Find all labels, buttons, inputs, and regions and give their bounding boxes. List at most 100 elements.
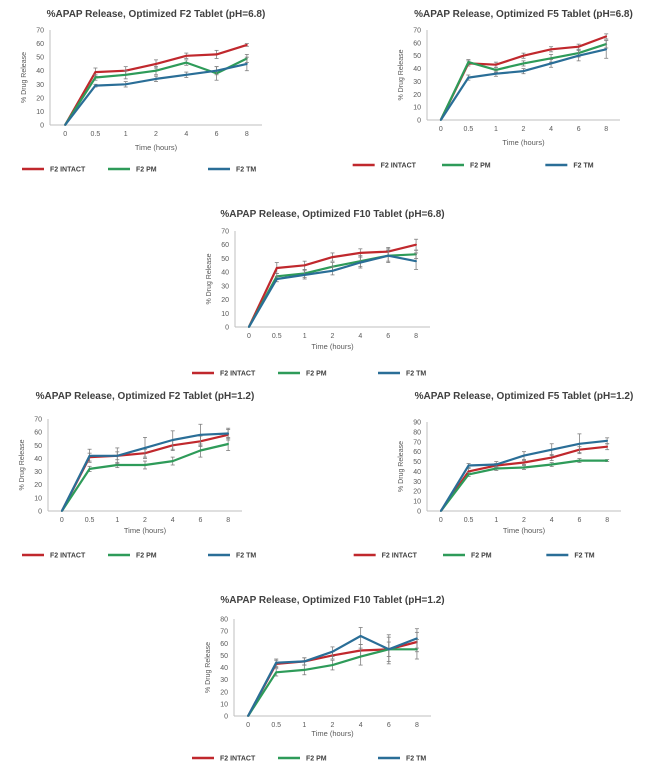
y-tick-label: 10 xyxy=(221,311,229,318)
legend-label: F2 PM xyxy=(471,553,492,560)
series-intact xyxy=(247,631,419,717)
y-axis-label: % Drug Release xyxy=(19,439,26,490)
data-point xyxy=(495,68,497,71)
chart-svg: %APAP Release, Optimized F2 Tablet (pH=6… xyxy=(21,9,266,174)
data-point xyxy=(550,448,553,451)
legend-item: F2 PM xyxy=(443,553,492,560)
y-tick-label: 0 xyxy=(225,325,229,332)
x-tick-label: 4 xyxy=(359,722,363,729)
legend-label: F2 PM xyxy=(306,371,327,378)
data-point xyxy=(605,48,608,51)
series-intact xyxy=(439,33,609,121)
data-point xyxy=(578,459,581,462)
chart-f2-ph68: %APAP Release, Optimized F2 Tablet (pH=6… xyxy=(0,0,300,185)
y-tick-label: 80 xyxy=(413,429,421,436)
data-point xyxy=(248,326,250,328)
legend-label: F2 TM xyxy=(574,553,594,560)
x-tick-label: 2 xyxy=(522,126,526,133)
y-tick-label: 0 xyxy=(224,714,228,721)
legend-item: F2 TM xyxy=(378,756,426,763)
data-point xyxy=(171,439,174,441)
data-point xyxy=(467,473,470,476)
data-point xyxy=(245,63,248,65)
x-tick-label: 4 xyxy=(358,333,362,340)
data-point xyxy=(185,61,188,64)
x-tick-label: 1 xyxy=(302,722,306,729)
data-point xyxy=(550,456,553,459)
data-point xyxy=(359,635,362,637)
x-axis-label: Time (hours) xyxy=(311,729,354,738)
y-tick-label: 20 xyxy=(221,297,229,304)
chart-svg: %APAP Release, Optimized F5 Tablet (pH=1… xyxy=(353,391,633,560)
y-tick-label: 50 xyxy=(413,53,421,60)
y-tick-label: 20 xyxy=(34,482,42,489)
series-tm xyxy=(247,248,419,328)
series-tm xyxy=(247,627,419,717)
x-tick-label: 1 xyxy=(115,517,119,524)
chart-svg: %APAP Release, Optimized F2 Tablet (pH=1… xyxy=(19,391,256,560)
y-tick-label: 80 xyxy=(220,617,228,624)
data-point xyxy=(606,459,609,462)
chart-svg: %APAP Release, Optimized F5 Tablet (pH=6… xyxy=(352,9,633,170)
data-point xyxy=(199,449,202,452)
x-tick-label: 0 xyxy=(246,722,250,729)
x-tick-label: 1 xyxy=(124,131,128,138)
x-tick-label: 1 xyxy=(494,126,498,133)
y-tick-label: 70 xyxy=(413,28,421,35)
y-tick-label: 50 xyxy=(36,55,44,62)
data-point xyxy=(94,71,97,73)
x-tick-label: 8 xyxy=(245,131,249,138)
y-tick-label: 30 xyxy=(34,469,42,476)
legend-item: F2 INTACT xyxy=(353,553,418,560)
legend-item: F2 TM xyxy=(378,371,426,378)
x-tick-label: 0.5 xyxy=(463,126,473,133)
legend-label: F2 INTACT xyxy=(220,756,256,763)
x-axis-label: Time (hours) xyxy=(311,342,354,351)
y-tick-label: 20 xyxy=(220,689,228,696)
legend-item: F2 TM xyxy=(545,163,594,170)
x-axis-label: Time (hours) xyxy=(124,526,167,535)
y-tick-label: 60 xyxy=(413,40,421,47)
data-point xyxy=(495,467,498,470)
legend-label: F2 TM xyxy=(406,756,426,763)
data-point xyxy=(245,44,248,46)
series-line xyxy=(439,35,607,121)
chart-title: %APAP Release, Optimized F5 Tablet (pH=6… xyxy=(414,9,633,20)
legend-label: F2 PM xyxy=(470,163,491,170)
legend-item: F2 PM xyxy=(108,553,157,560)
chart-f10-ph12: %APAP Release, Optimized F10 Tablet (pH=… xyxy=(170,585,470,769)
y-tick-label: 70 xyxy=(220,629,228,636)
data-point xyxy=(155,77,157,80)
data-point xyxy=(467,470,470,473)
data-point xyxy=(606,439,609,442)
x-tick-label: 8 xyxy=(414,333,418,340)
x-tick-label: 8 xyxy=(604,126,608,133)
legend-label: F2 INTACT xyxy=(381,163,417,170)
data-point xyxy=(467,76,470,79)
legend-label: F2 TM xyxy=(236,167,256,174)
data-point xyxy=(387,648,390,651)
legend-item: F2 INTACT xyxy=(22,167,86,174)
data-point xyxy=(116,454,119,457)
series-pm xyxy=(247,636,419,717)
data-point xyxy=(275,671,278,674)
y-axis-label: % Drug Release xyxy=(205,642,212,693)
data-point xyxy=(275,661,278,664)
legend-item: F2 PM xyxy=(442,163,491,170)
y-tick-label: 50 xyxy=(34,443,42,450)
legend-label: F2 INTACT xyxy=(50,167,86,174)
chart-title: %APAP Release, Optimized F2 Tablet (pH=6… xyxy=(47,9,266,20)
y-axis-label: % Drug Release xyxy=(398,441,405,492)
data-point xyxy=(359,252,362,254)
series-pm xyxy=(439,39,609,121)
x-tick-label: 6 xyxy=(198,517,202,524)
data-point xyxy=(124,73,127,76)
series-tm xyxy=(64,56,249,126)
data-point xyxy=(439,119,442,121)
y-tick-label: 60 xyxy=(220,641,228,648)
x-tick-label: 0 xyxy=(63,131,67,138)
legend-item: F2 PM xyxy=(278,756,327,763)
y-axis-label: % Drug Release xyxy=(21,52,28,103)
y-tick-label: 40 xyxy=(34,456,42,463)
data-point xyxy=(523,466,525,469)
